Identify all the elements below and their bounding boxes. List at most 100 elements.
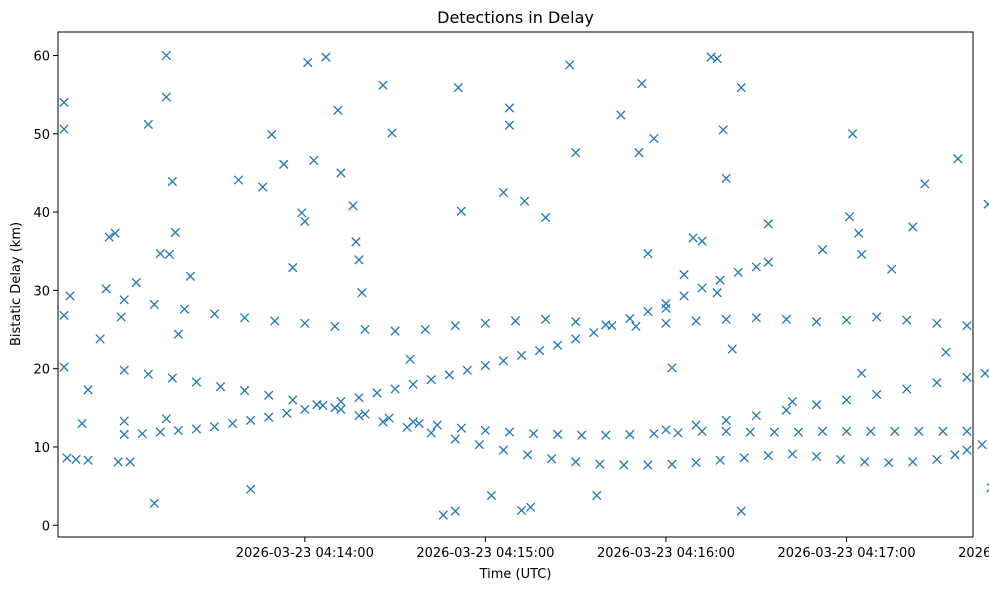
data-point <box>902 384 912 394</box>
data-point <box>546 454 557 464</box>
data-point <box>817 244 828 255</box>
data-point <box>297 208 307 218</box>
data-point <box>357 288 367 298</box>
data-point <box>980 368 989 379</box>
data-point <box>932 318 942 328</box>
data-point <box>667 459 677 469</box>
data-point <box>504 120 515 130</box>
data-point <box>637 79 647 89</box>
data-point <box>143 119 153 130</box>
x-tick-label: 2026-03-23 04:15:00 <box>416 546 554 561</box>
data-point <box>679 291 689 301</box>
data-point <box>540 212 551 223</box>
data-point <box>661 318 671 328</box>
data-point <box>787 449 798 459</box>
data-point <box>300 216 310 227</box>
data-point <box>571 317 581 327</box>
data-point <box>480 425 491 436</box>
data-point <box>853 228 864 238</box>
data-point <box>209 421 220 432</box>
data-point <box>95 334 105 344</box>
data-point <box>438 510 448 520</box>
data-point <box>522 450 533 460</box>
data-point <box>715 275 725 285</box>
data-point <box>351 237 361 247</box>
data-point <box>480 360 491 371</box>
data-point <box>552 340 563 350</box>
data-point <box>83 385 93 395</box>
data-markers <box>59 50 989 520</box>
data-point <box>173 425 184 436</box>
data-point <box>59 124 69 134</box>
data-point <box>552 429 563 440</box>
data-point <box>866 426 876 436</box>
data-point <box>450 506 460 516</box>
data-point <box>721 173 731 184</box>
data-point <box>480 318 491 328</box>
data-point <box>77 418 87 429</box>
data-point <box>405 354 415 364</box>
data-point <box>300 318 310 328</box>
data-point <box>414 418 424 429</box>
data-point <box>781 405 792 415</box>
data-point <box>164 249 175 260</box>
data-point <box>697 236 707 246</box>
data-point <box>209 309 220 319</box>
data-point <box>841 395 852 405</box>
series-track_flat_26 <box>119 295 972 336</box>
data-point <box>727 344 737 354</box>
data-point <box>450 434 460 444</box>
data-point <box>525 502 536 512</box>
data-point <box>908 457 918 467</box>
data-point <box>125 457 135 467</box>
data-point <box>384 413 394 423</box>
data-point <box>528 428 539 439</box>
data-point <box>781 314 792 325</box>
data-point <box>625 429 635 440</box>
data-point <box>83 455 93 465</box>
data-point <box>856 368 867 379</box>
data-point <box>336 404 346 415</box>
data-point <box>793 427 804 437</box>
data-point <box>288 263 298 273</box>
data-point <box>519 196 530 206</box>
data-point <box>119 429 129 440</box>
data-point <box>595 459 605 469</box>
data-point <box>420 324 430 335</box>
data-point <box>706 52 716 62</box>
data-point <box>215 382 226 392</box>
y-tick-label: 40 <box>33 206 50 221</box>
data-point <box>360 324 370 335</box>
plot-area <box>57 31 974 538</box>
data-point <box>143 369 153 379</box>
data-point <box>986 483 989 493</box>
data-point <box>498 445 509 455</box>
y-axis-label: Bistatic Delay (km) <box>9 222 24 346</box>
data-point <box>453 82 463 93</box>
data-point <box>962 426 972 436</box>
data-point <box>983 199 989 209</box>
data-point <box>131 277 141 288</box>
data-point <box>739 453 749 463</box>
data-point <box>191 377 202 387</box>
data-point <box>110 228 120 238</box>
data-point <box>264 390 274 400</box>
data-point <box>239 385 250 396</box>
data-point <box>872 389 882 400</box>
data-point <box>534 345 545 356</box>
data-point <box>718 125 728 135</box>
data-point <box>643 248 653 259</box>
data-point <box>387 128 397 138</box>
data-point <box>167 373 178 383</box>
y-tick-label: 60 <box>33 49 50 64</box>
data-point <box>962 445 972 455</box>
data-point <box>264 412 274 422</box>
data-point <box>462 365 473 375</box>
data-point <box>155 248 165 259</box>
x-tick-label: 2026-03-23 04:18:00 <box>958 546 989 561</box>
data-point <box>432 420 442 430</box>
data-point <box>245 415 256 426</box>
data-point <box>426 428 436 438</box>
data-point <box>65 291 75 301</box>
data-point <box>279 159 289 169</box>
